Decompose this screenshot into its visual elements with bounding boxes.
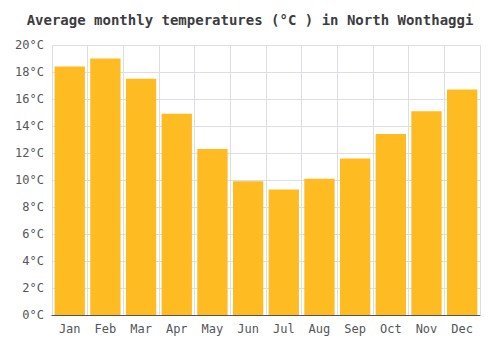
svg-text:14°C: 14°C xyxy=(15,119,44,133)
svg-text:4°C: 4°C xyxy=(22,254,44,268)
svg-text:6°C: 6°C xyxy=(22,227,44,241)
svg-text:0°C: 0°C xyxy=(22,308,44,322)
svg-text:Aug: Aug xyxy=(309,322,331,336)
svg-text:Oct: Oct xyxy=(380,322,402,336)
svg-text:May: May xyxy=(202,322,224,336)
svg-text:Mar: Mar xyxy=(130,322,152,336)
svg-text:16°C: 16°C xyxy=(15,92,44,106)
svg-text:8°C: 8°C xyxy=(22,200,44,214)
svg-text:Jul: Jul xyxy=(273,322,295,336)
svg-text:10°C: 10°C xyxy=(15,173,44,187)
svg-text:Jan: Jan xyxy=(59,322,81,336)
svg-text:Jun: Jun xyxy=(237,322,259,336)
svg-text:Apr: Apr xyxy=(166,322,188,336)
svg-text:18°C: 18°C xyxy=(15,65,44,79)
svg-text:12°C: 12°C xyxy=(15,146,44,160)
svg-text:Average monthly temperatures (: Average monthly temperatures (°C ) in No… xyxy=(27,12,474,28)
svg-text:Feb: Feb xyxy=(95,322,117,336)
svg-text:Dec: Dec xyxy=(451,322,473,336)
svg-text:Nov: Nov xyxy=(416,322,438,336)
svg-text:2°C: 2°C xyxy=(22,281,44,295)
svg-text:Sep: Sep xyxy=(344,322,366,336)
svg-text:20°C: 20°C xyxy=(15,38,44,52)
